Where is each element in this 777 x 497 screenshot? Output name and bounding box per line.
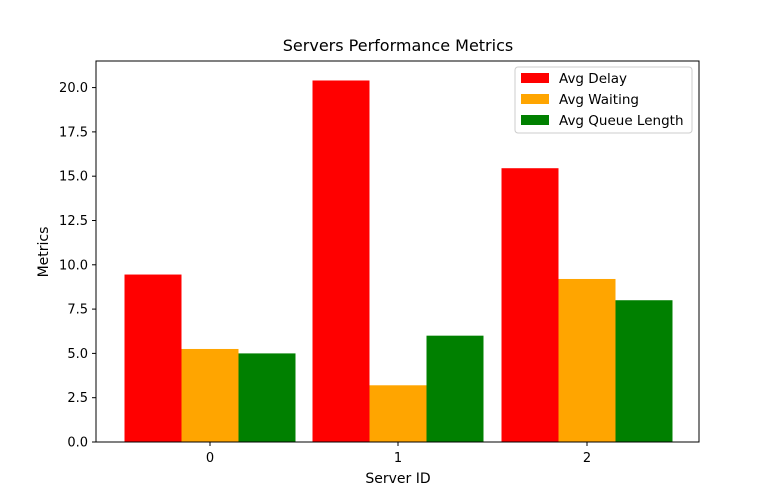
- y-tick-label: 10.0: [59, 258, 88, 273]
- y-tick-label: 15.0: [59, 170, 88, 185]
- legend: Avg Delay Avg Waiting Avg Queue Length: [514, 66, 693, 134]
- bar-avg-delay-server-1: [312, 80, 370, 443]
- bar-avg-waiting-server-0: [181, 348, 239, 442]
- legend-label: Avg Queue Length: [559, 113, 684, 129]
- chart-title: Servers Performance Metrics: [283, 36, 513, 55]
- bar-avg-queue-length-server-0: [238, 353, 296, 442]
- y-tick-label: 17.5: [59, 125, 88, 140]
- x-tick-label: 0: [206, 451, 214, 466]
- bar-avg-waiting-server-2: [558, 278, 616, 442]
- bar-avg-queue-length-server-2: [615, 300, 673, 442]
- y-tick-label: 20.0: [59, 81, 88, 96]
- bar-avg-delay-server-2: [501, 168, 559, 442]
- legend-swatch: [521, 94, 549, 104]
- legend-box: [514, 66, 693, 134]
- y-tick-label: 12.5: [59, 214, 88, 229]
- y-tick-label: 2.5: [67, 391, 88, 406]
- y-tick-label: 0.0: [67, 436, 88, 451]
- y-tick-label: 7.5: [67, 303, 88, 318]
- y-axis-ticks: 0.0 2.5 5.0 7.5 10.0 12.5 15.0 17.5 20.0: [59, 81, 96, 451]
- y-tick-label: 5.0: [67, 347, 88, 362]
- legend-swatch: [521, 73, 549, 83]
- x-tick-label: 1: [394, 451, 402, 466]
- legend-swatch: [521, 115, 549, 125]
- bars-layer: [124, 80, 673, 443]
- x-axis-label: Server ID: [365, 471, 430, 487]
- legend-label: Avg Waiting: [559, 92, 639, 108]
- legend-label: Avg Delay: [559, 71, 627, 87]
- bar-avg-queue-length-server-1: [426, 335, 484, 442]
- y-axis-label: Metrics: [36, 227, 52, 278]
- x-tick-label: 2: [583, 451, 591, 466]
- bar-avg-delay-server-0: [124, 274, 182, 442]
- bar-avg-waiting-server-1: [369, 385, 427, 442]
- x-axis-ticks: 0 1 2: [206, 442, 591, 466]
